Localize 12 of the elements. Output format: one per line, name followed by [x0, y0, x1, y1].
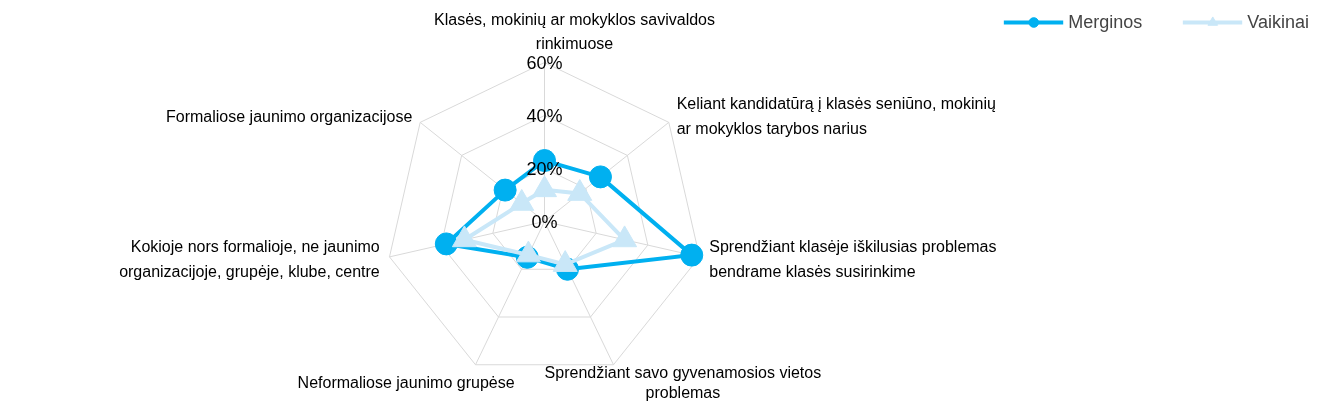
y-tick-label: 60%: [526, 52, 563, 73]
spoke-label: Neformaliose jaunimo grupėse: [297, 374, 515, 392]
spoke-label: Sprendžiant savo gyvenamosios vietos problemas: [544, 364, 822, 402]
legend-label: Merginos: [1068, 11, 1143, 33]
spoke-label: Keliant kandidatūrą į klasės seniūno, mokinių ar mokyklos tarybos narius: [676, 95, 997, 137]
spoke-label: Formaliose jaunimo organizacijose: [166, 107, 413, 125]
spoke-label: Kokioje nors formalioje, ne jaunimo organizacijoje, grupėje, klube, centre: [119, 238, 380, 280]
spoke-label: Klasės, mokinių ar mokyklos savivaldos rinkimuose: [434, 10, 715, 53]
y-tick-label: 40%: [526, 105, 563, 126]
y-tick-label: 0%: [531, 211, 558, 232]
spoke-label: Sprendžiant klasėje iškilusias problemas bendrame klasės susirinkime: [709, 238, 997, 280]
legend-label: Vaikinai: [1247, 11, 1309, 33]
